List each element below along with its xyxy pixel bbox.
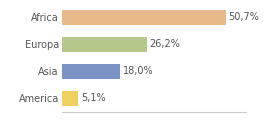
Bar — [62, 37, 146, 51]
Text: 26,2%: 26,2% — [149, 39, 180, 49]
Text: 18,0%: 18,0% — [123, 66, 153, 76]
Bar — [62, 10, 226, 24]
Bar — [62, 64, 120, 78]
Bar — [62, 91, 78, 105]
Text: 5,1%: 5,1% — [81, 93, 105, 103]
Text: 50,7%: 50,7% — [228, 12, 260, 22]
